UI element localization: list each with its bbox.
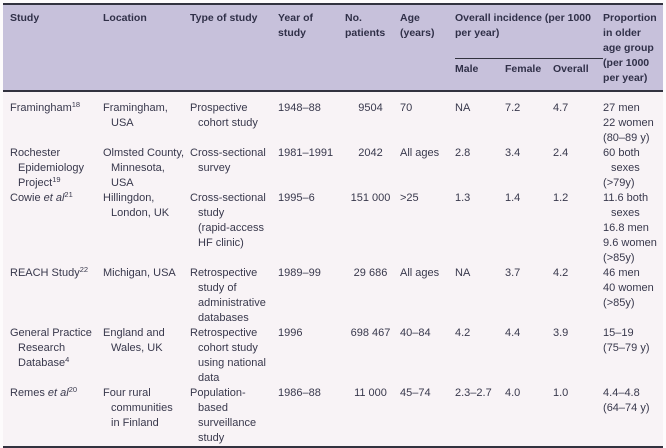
header-overall-incidence-group: Overall incidence (per 1000 per year) xyxy=(455,4,604,60)
study-reference-number: 4 xyxy=(65,355,70,364)
cell-incidence-male: 4.2 xyxy=(455,327,471,339)
study-name: Cowie xyxy=(10,192,44,204)
study-name-italic: et al xyxy=(43,192,65,204)
cell-location: Olmsted County, Minnesota, USA xyxy=(103,147,185,189)
cell-incidence-overall: 4.2 xyxy=(553,267,569,279)
cell-location: Hillingdon, London, UK xyxy=(103,192,170,219)
header-proportion-older: Proportion in older age group (per 1000 … xyxy=(603,12,657,84)
cell-location: Michigan, USA xyxy=(103,267,176,279)
cell-no-patients: 9504 xyxy=(358,102,383,114)
cell-proportion-older: 46 men 40 women (>85y) xyxy=(603,267,654,309)
study-reference-number: 18 xyxy=(71,100,81,109)
cell-age: >25 xyxy=(400,192,419,204)
header-study: Study xyxy=(10,12,40,24)
study-name: General Practice Research Database xyxy=(10,327,92,369)
cell-no-patients: 29 686 xyxy=(353,267,388,279)
header-type-of-study: Type of study xyxy=(190,12,258,24)
header-no-patients: No. patients xyxy=(345,12,386,39)
cell-age: All ages xyxy=(400,267,440,279)
cell-year: 1995–6 xyxy=(278,192,315,204)
cell-proportion-older: 4.4–4.8 (64–74 y) xyxy=(603,387,650,414)
header-row-main: Study Location Type of study Year of stu… xyxy=(3,4,663,84)
cell-location: Framingham, USA xyxy=(103,102,168,129)
table-row-remes: Remes et al20 Four rural communities in … xyxy=(3,386,663,447)
cell-study: Remes et al20 xyxy=(3,386,103,447)
cell-location: England and Wales, UK xyxy=(103,327,165,354)
header-location: Location xyxy=(103,12,147,24)
cell-proportion-older: 15–19 (75–79 y) xyxy=(603,327,650,354)
cell-study: General Practice Research Database4 xyxy=(3,326,103,386)
cell-incidence-female: 3.7 xyxy=(505,267,521,279)
cell-type-of-study: Cross-sectional survey xyxy=(190,147,266,174)
cell-type-of-study: Retrospective cohort study using nationa… xyxy=(190,327,266,384)
table-row-cowie: Cowie et al21 Hillingdon, London, UK Cro… xyxy=(3,191,663,266)
cell-year: 1996 xyxy=(278,327,303,339)
cell-incidence-overall: 4.7 xyxy=(553,102,569,114)
cell-no-patients: 698 467 xyxy=(350,327,391,339)
cell-year: 1986–88 xyxy=(278,387,321,399)
study-reference-number: 22 xyxy=(79,265,89,274)
cell-year: 1989–99 xyxy=(278,267,321,279)
study-reference-number: 19 xyxy=(52,175,61,184)
table-body: Framingham18 Framingham, USA Prospective… xyxy=(3,91,664,447)
header-age: Age (years) xyxy=(400,12,435,39)
cell-no-patients: 151 000 xyxy=(350,192,391,204)
cell-incidence-male: 1.3 xyxy=(455,192,471,204)
cell-no-patients: 11 000 xyxy=(354,387,387,399)
cell-incidence-male: NA xyxy=(455,102,471,114)
table-row-rochester: Rochester Epidemiology Project19 Olmsted… xyxy=(3,146,663,191)
incidence-studies-table: Study Location Type of study Year of stu… xyxy=(3,3,664,448)
cell-incidence-female: 7.2 xyxy=(505,102,521,114)
cell-age: 70 xyxy=(400,102,413,114)
study-name: REACH Study xyxy=(10,267,80,279)
cell-type-of-study: Population- based surveillance study xyxy=(190,387,257,444)
cell-incidence-male: 2.8 xyxy=(455,147,471,159)
cell-proportion-older: 11.6 both sexes 16.8 men 9.6 women (>85y) xyxy=(603,192,657,264)
study-name-italic: et al xyxy=(47,387,69,399)
cell-incidence-overall: 3.9 xyxy=(553,327,569,339)
header-overall: Overall xyxy=(553,63,589,76)
cell-incidence-overall: 1.2 xyxy=(553,192,569,204)
cell-study: Rochester Epidemiology Project19 xyxy=(3,146,103,191)
cell-age: 40–84 xyxy=(400,327,431,339)
cell-study: REACH Study22 xyxy=(3,266,103,326)
header-male: Male xyxy=(455,63,479,76)
table-row-reach: REACH Study22 Michigan, USA Retrospectiv… xyxy=(3,266,663,326)
cell-year: 1981–1991 xyxy=(278,147,334,159)
cell-incidence-female: 4.0 xyxy=(505,387,521,399)
study-reference-number: 21 xyxy=(64,190,73,199)
cell-year: 1948–88 xyxy=(278,102,321,114)
cell-incidence-male: NA xyxy=(455,267,471,279)
cell-no-patients: 2042 xyxy=(358,147,383,159)
cell-age: All ages xyxy=(400,147,440,159)
cell-location: Four rural communities in Finland xyxy=(103,387,173,429)
cell-incidence-overall: 2.4 xyxy=(553,147,569,159)
table-header: Study Location Type of study Year of stu… xyxy=(3,4,664,91)
cell-type-of-study: Retrospective study of administrative da… xyxy=(190,267,266,324)
header-row-sub: Male Female Overall xyxy=(3,59,663,91)
study-name: Rochester Epidemiology Project xyxy=(10,147,85,189)
cell-incidence-male: 2.3–2.7 xyxy=(455,387,492,399)
cell-type-of-study: Cross-sectional study (rapid-access HF c… xyxy=(190,192,266,249)
study-reference-number: 20 xyxy=(68,385,78,394)
study-name: Framingham xyxy=(10,102,72,114)
cell-incidence-female: 4.4 xyxy=(505,327,521,339)
header-year-of-study: Year of study xyxy=(278,12,314,39)
cell-incidence-female: 3.4 xyxy=(505,147,521,159)
cell-study: Framingham18 xyxy=(3,91,103,146)
cell-incidence-overall: 1.0 xyxy=(553,387,569,399)
cell-age: 45–74 xyxy=(400,387,431,399)
cell-type-of-study: Prospective cohort study xyxy=(190,102,258,129)
header-female: Female xyxy=(505,63,542,76)
cell-incidence-female: 1.4 xyxy=(505,192,521,204)
cell-proportion-older: 27 men 22 women (80–89 y) xyxy=(603,102,654,144)
cell-study: Cowie et al21 xyxy=(3,191,103,266)
study-name: Remes xyxy=(10,387,48,399)
cell-proportion-older: 60 both sexes (>79y) xyxy=(603,147,640,189)
table-row-gprd: General Practice Research Database4 Engl… xyxy=(3,326,663,386)
table-row-framingham: Framingham18 Framingham, USA Prospective… xyxy=(3,91,663,146)
